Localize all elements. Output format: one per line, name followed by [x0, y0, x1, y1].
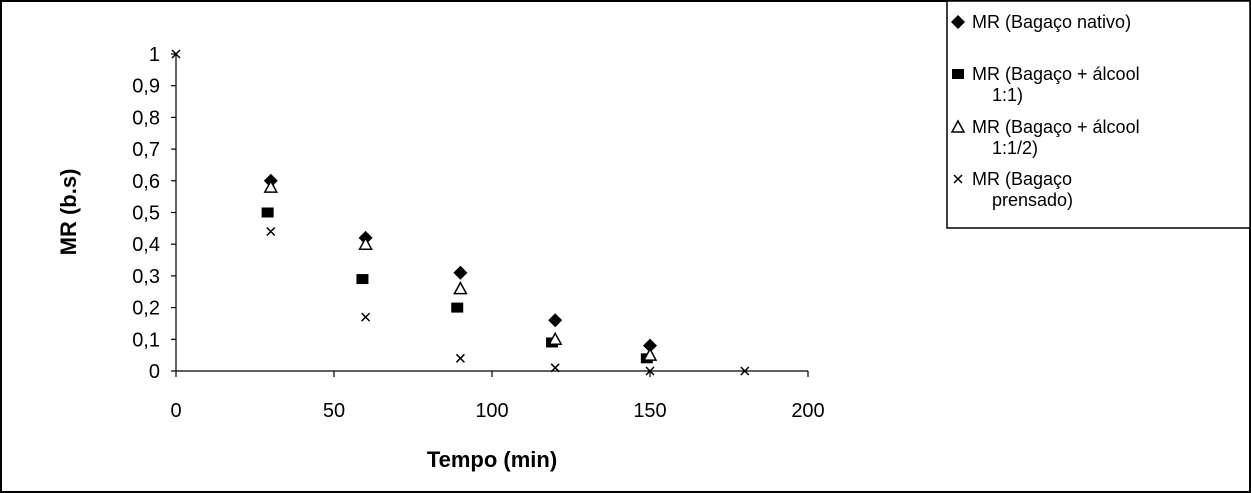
y-tick-label: 0,5	[132, 203, 160, 225]
legend-item: MR (Bagaço nativo)	[951, 12, 1131, 32]
y-tick-label: 0,8	[132, 107, 160, 129]
y-tick-label: 0,4	[132, 234, 160, 256]
data-point	[266, 226, 276, 237]
legend-marker	[951, 15, 965, 29]
x-tick-label: 50	[323, 400, 345, 422]
data-point	[261, 207, 274, 218]
data-marks	[171, 49, 750, 376]
data-point	[548, 313, 563, 328]
data-point	[547, 331, 563, 346]
data-point	[358, 236, 373, 250]
legend-items: MR (Bagaço nativo)MR (Bagaço + álcool1:1…	[950, 12, 1140, 210]
x-tick-label: 0	[170, 400, 181, 422]
data-point	[263, 179, 279, 193]
data-point	[361, 312, 371, 322]
data-point	[451, 302, 464, 313]
legend-marker	[950, 119, 966, 133]
series-x	[171, 49, 750, 376]
y-tick-label: 0,7	[132, 139, 160, 161]
data-point	[740, 366, 750, 376]
legend-label: prensado)	[992, 190, 1073, 210]
legend-label: MR (Bagaço + álcool	[972, 117, 1140, 137]
x-tick-label: 200	[791, 400, 824, 422]
y-tick-label: 0,3	[132, 266, 160, 288]
axes: 0 0,1 0,2 0,3 0,4 0,5 0,6 0,7 0,8 0,9 1 0 50 100 150 20…	[132, 44, 825, 422]
data-point	[455, 353, 465, 363]
legend-label: MR (Bagaço + álcool	[972, 64, 1140, 84]
legend-marker	[952, 69, 964, 79]
legend-label: 1:1)	[992, 85, 1023, 105]
legend-label: MR (Bagaço	[972, 169, 1072, 189]
data-point	[550, 363, 560, 373]
data-point	[642, 347, 658, 361]
x-tick-label: 100	[475, 400, 508, 422]
y-axis-title: MR (b.s)	[56, 169, 81, 256]
x-tick-label: 150	[633, 400, 666, 422]
y-tick-label: 1	[149, 44, 160, 66]
legend-label: 1:1/2)	[992, 138, 1038, 158]
x-axis-title: Tempo (min)	[427, 447, 557, 472]
data-point	[356, 274, 369, 285]
data-point	[643, 338, 657, 353]
data-point	[453, 265, 468, 280]
data-point	[645, 366, 655, 376]
legend-label: MR (Bagaço nativo)	[972, 12, 1131, 32]
legend-marker	[953, 174, 963, 184]
data-point	[171, 49, 181, 59]
legend: MR (Bagaço nativo)MR (Bagaço + álcool1:1…	[946, 0, 1251, 229]
data-point	[453, 281, 468, 295]
y-tick-label: 0,1	[132, 329, 160, 351]
y-tick-label: 0,9	[132, 76, 160, 98]
y-tick-label: 0,6	[132, 171, 160, 193]
series-triangle	[263, 179, 658, 361]
legend-box	[946, 0, 1251, 229]
y-tick-label: 0	[149, 361, 160, 383]
y-tick-label: 0,2	[132, 298, 160, 320]
